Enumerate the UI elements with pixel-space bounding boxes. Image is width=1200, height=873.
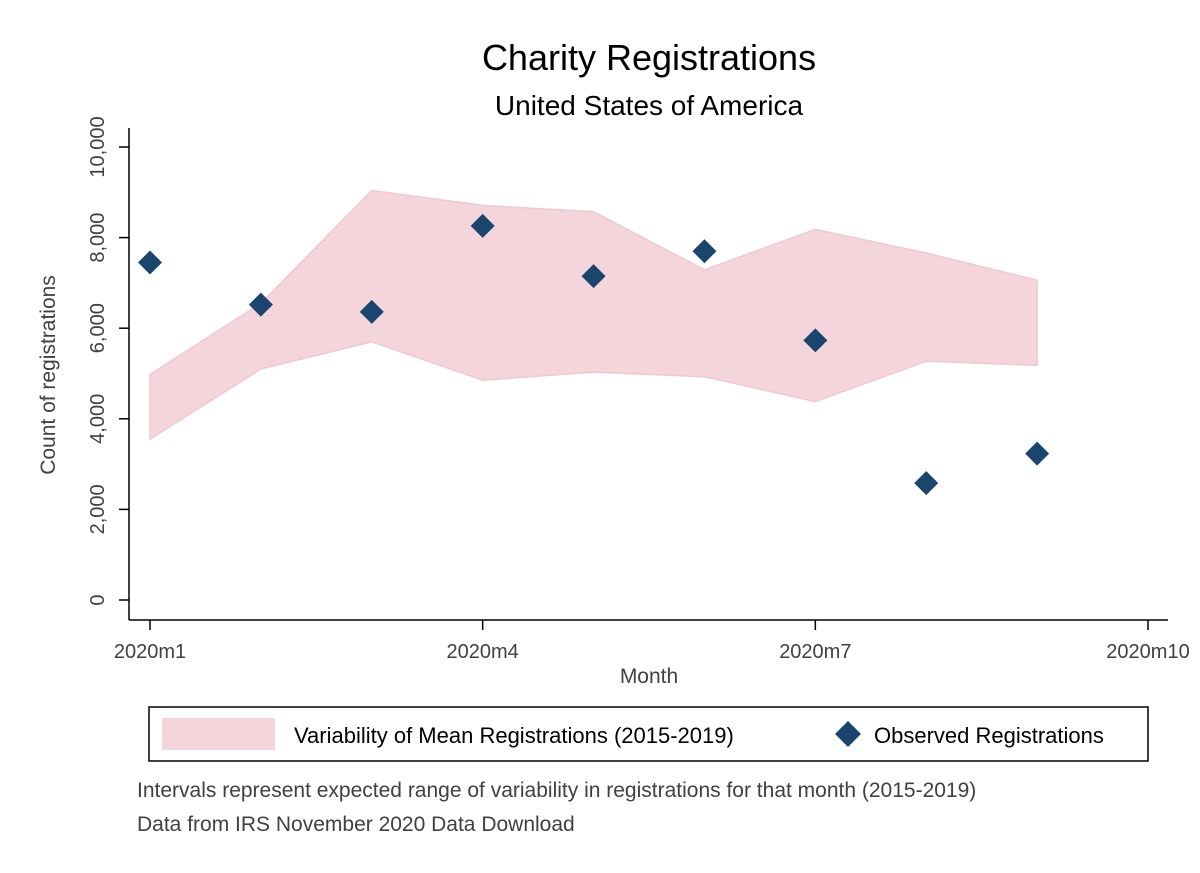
footnote-2: Data from IRS November 2020 Data Downloa… (137, 813, 575, 836)
x-tick-label: 2020m7 (779, 641, 851, 663)
legend-diamond-marker (835, 721, 861, 747)
observed-point (470, 213, 495, 238)
legend-band-label: Variability of Mean Registrations (2015-… (294, 723, 734, 748)
y-tick-label: 4,000 (87, 394, 109, 444)
y-axis-title: Count of registrations (37, 275, 60, 475)
legend: Variability of Mean Registrations (2015-… (148, 706, 1149, 762)
y-tick-label: 2,000 (87, 484, 109, 534)
y-tick-label: 8,000 (87, 213, 109, 263)
chart-title: Charity Registrations (482, 37, 816, 78)
observed-point (359, 299, 384, 324)
plot-area: 0 2,000 4,000 6,000 8,000 10,000 2020m1 2020m4… (87, 116, 1190, 663)
observed-point (138, 250, 162, 275)
variability-band (149, 189, 1038, 441)
x-axis-ticks: 2020m1 2020m4 2020m7 2020m10 (114, 620, 1190, 663)
observed-points (138, 213, 1050, 496)
y-tick-label: 6,000 (87, 303, 109, 353)
observed-point (581, 264, 606, 289)
chart-subtitle: United States of America (495, 90, 804, 121)
x-tick-label: 2020m4 (447, 641, 519, 663)
observed-point (914, 471, 939, 496)
x-tick-label: 2020m10 (1106, 641, 1189, 663)
observed-point (248, 292, 273, 317)
observed-point (803, 328, 828, 353)
y-tick-label: 0 (87, 594, 109, 605)
legend-box (148, 706, 1149, 762)
observed-point (692, 239, 717, 264)
y-axis-ticks: 0 2,000 4,000 6,000 8,000 10,000 (87, 116, 129, 606)
footnote-1: Intervals represent expected range of va… (137, 779, 976, 802)
legend-observed-label: Observed Registrations (874, 723, 1104, 748)
x-tick-label: 2020m1 (114, 641, 186, 663)
x-axis-title: Month (620, 665, 678, 688)
y-tick-label: 10,000 (87, 116, 109, 177)
legend-band-swatch (162, 718, 275, 750)
observed-point (1025, 441, 1050, 466)
